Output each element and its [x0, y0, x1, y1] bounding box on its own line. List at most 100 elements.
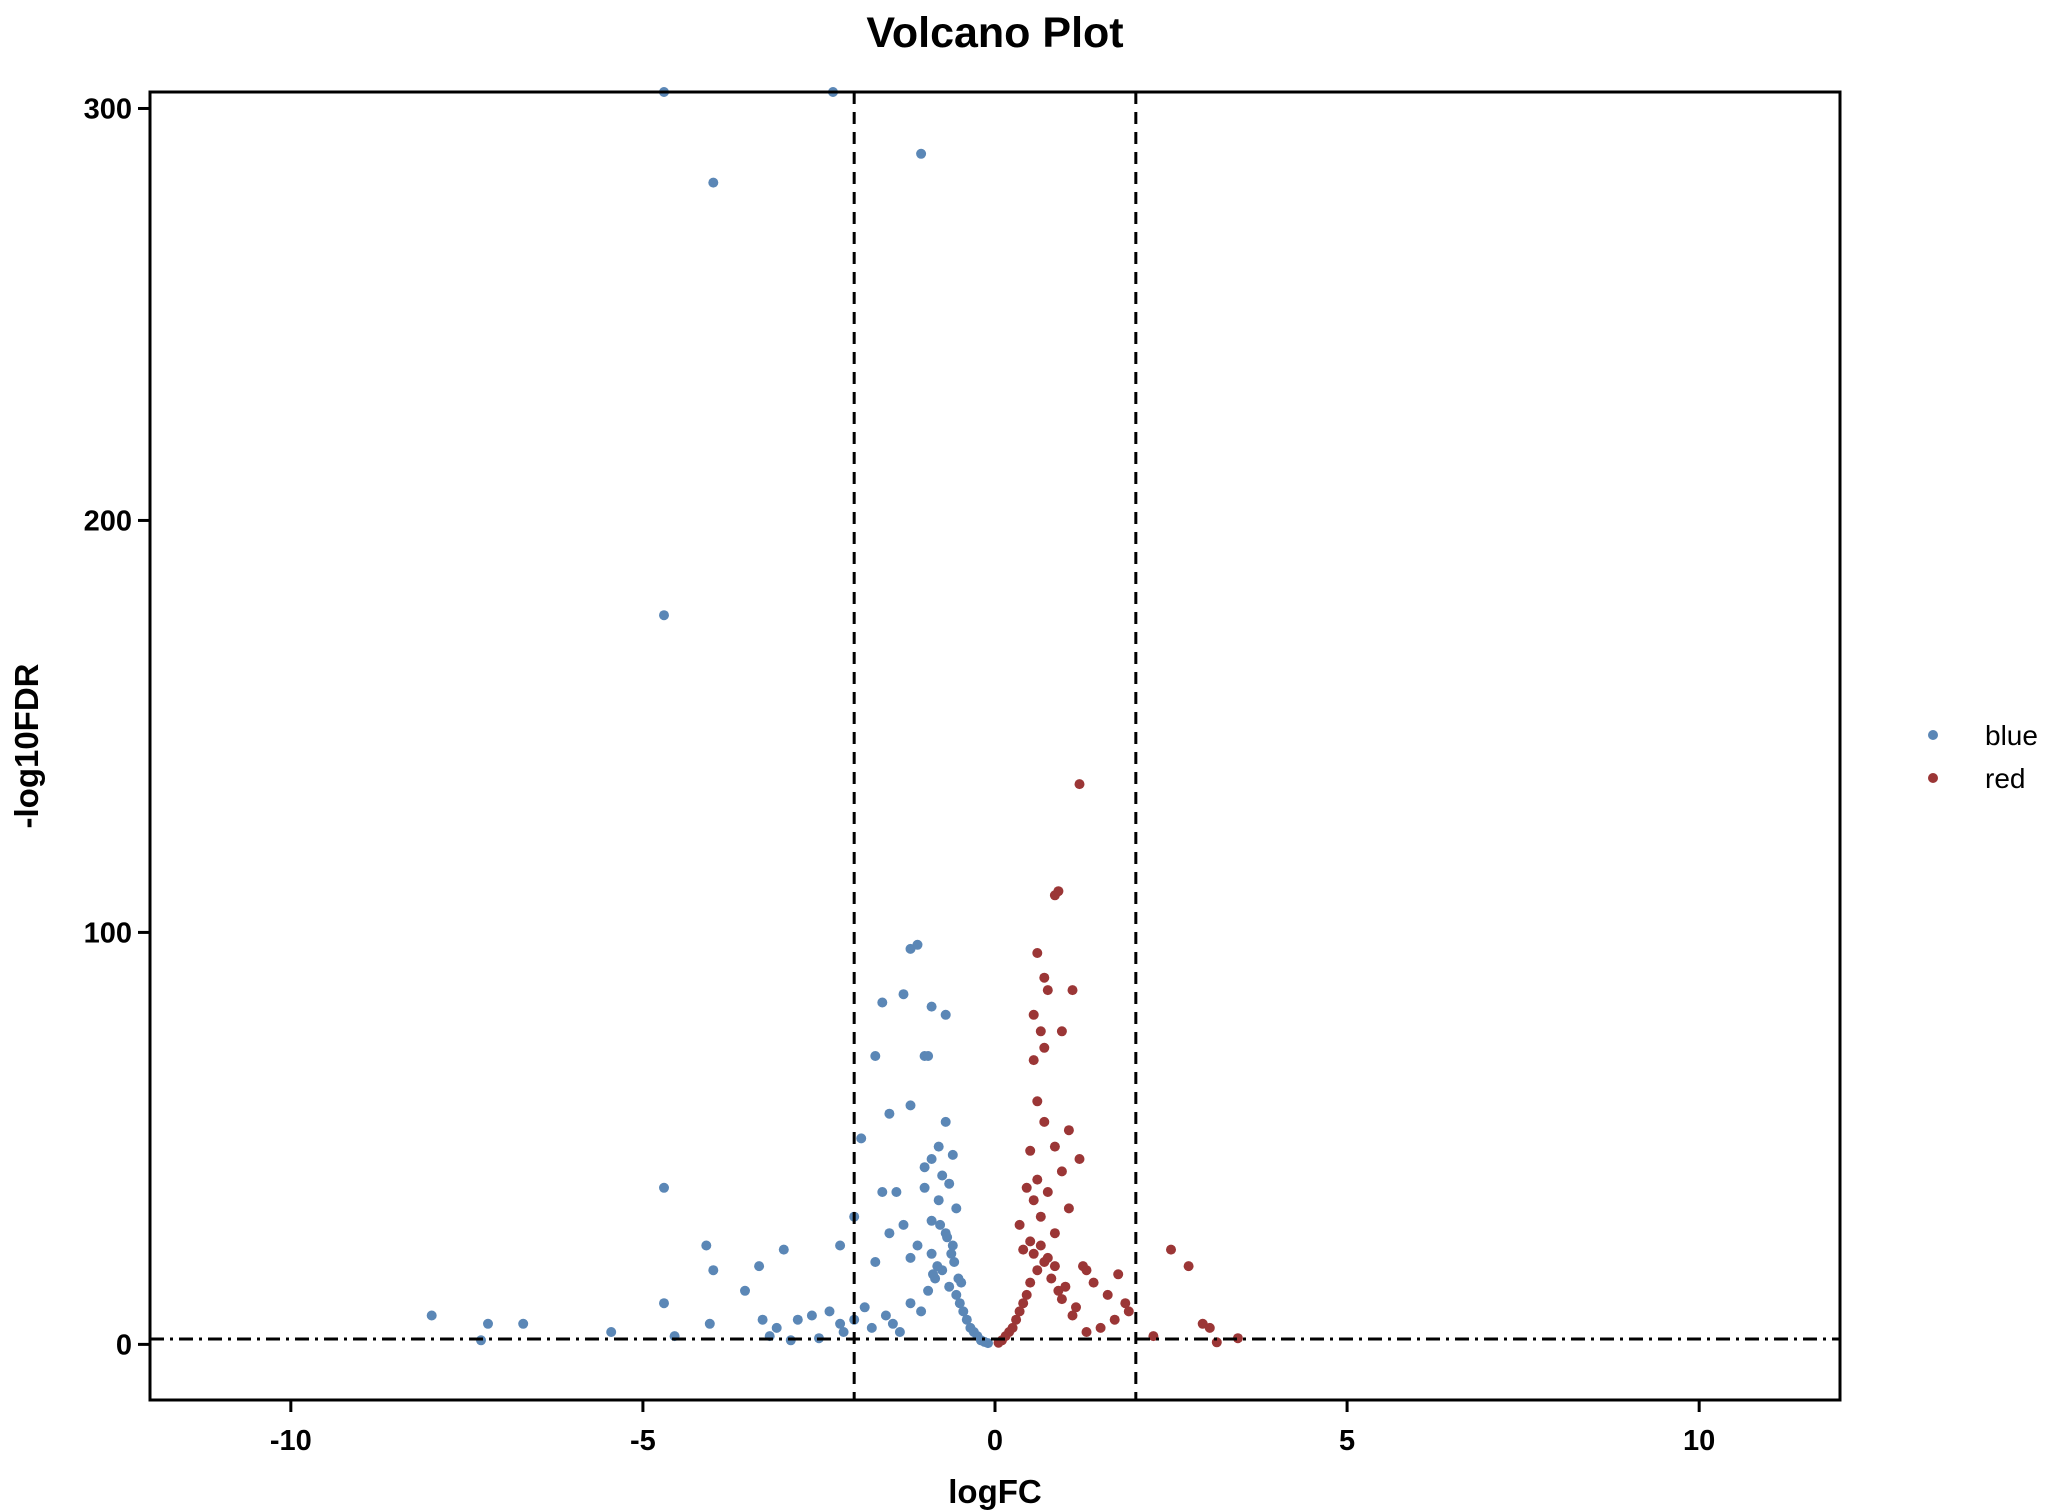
data-point-blue-8: [877, 997, 888, 1008]
data-point-red-52: [1025, 1277, 1036, 1288]
data-point-red-0: [1074, 779, 1085, 790]
x-tick-label--10: -10: [270, 1425, 312, 1457]
data-point-blue-74: [958, 1306, 969, 1317]
data-point-red-51: [1032, 1265, 1043, 1276]
data-point-red-67: [1071, 1302, 1081, 1313]
y-axis: 0 100 200 300: [84, 93, 150, 1361]
legend-key-red: [1928, 773, 1938, 783]
points-layer: [426, 87, 1243, 1349]
data-point-blue-47: [483, 1318, 493, 1329]
data-point-blue-86: [949, 1257, 960, 1267]
data-point-red-30: [1081, 1265, 1092, 1276]
y-tick-label-0: 0: [116, 1329, 132, 1361]
data-point-red-41: [1232, 1333, 1243, 1344]
data-point-blue-41: [701, 1240, 712, 1251]
data-point-blue-75: [961, 1314, 972, 1325]
plot-frame: [148, 90, 1842, 1402]
data-point-blue-64: [887, 1318, 898, 1329]
data-point-red-28: [1018, 1244, 1029, 1255]
data-point-red-9: [1056, 1026, 1067, 1037]
data-point-blue-22: [937, 1170, 948, 1181]
data-point-blue-49: [606, 1327, 617, 1337]
data-point-blue-62: [866, 1322, 877, 1333]
data-point-blue-53: [757, 1314, 768, 1325]
data-point-blue-30: [926, 1215, 937, 1226]
data-point-blue-54: [771, 1322, 782, 1333]
data-point-blue-9: [926, 1001, 937, 1012]
data-point-blue-72: [951, 1289, 962, 1300]
x-axis-label: logFC: [948, 1473, 1041, 1510]
data-point-blue-14: [905, 1100, 916, 1111]
data-point-red-42: [1123, 1306, 1134, 1317]
data-point-red-17: [1074, 1154, 1085, 1164]
legend: blue red: [1928, 720, 2038, 794]
data-point-blue-46: [426, 1310, 437, 1321]
data-point-blue-71: [944, 1281, 955, 1292]
data-point-blue-2: [708, 177, 719, 188]
data-point-red-13: [1039, 1116, 1050, 1127]
data-point-blue-26: [877, 1187, 888, 1197]
data-point-blue-23: [944, 1178, 955, 1189]
data-point-blue-58: [835, 1318, 846, 1329]
data-point-red-56: [1011, 1314, 1022, 1325]
data-point-blue-35: [912, 1240, 923, 1251]
data-point-blue-31: [898, 1219, 909, 1230]
data-point-red-39: [1148, 1331, 1159, 1342]
data-point-red-15: [1049, 1141, 1060, 1152]
data-point-red-31: [1113, 1269, 1124, 1280]
data-point-red-43: [1109, 1314, 1120, 1325]
data-point-red-25: [1014, 1219, 1025, 1230]
data-point-blue-19: [947, 1149, 958, 1160]
data-point-red-26: [1049, 1228, 1060, 1239]
threshold-layer: [150, 92, 1840, 1400]
data-point-red-21: [1042, 1187, 1053, 1197]
data-point-blue-11: [870, 1051, 881, 1061]
data-point-blue-4: [659, 610, 669, 621]
data-point-blue-81: [983, 1338, 993, 1349]
data-point-blue-68: [923, 1285, 934, 1296]
data-point-blue-63: [880, 1310, 891, 1321]
data-point-red-12: [1032, 1096, 1043, 1107]
data-point-red-66: [1060, 1281, 1071, 1292]
data-point-red-19: [1032, 1174, 1043, 1185]
data-point-red-8: [1035, 1026, 1046, 1037]
data-point-blue-48: [518, 1318, 529, 1329]
data-point-red-53: [1021, 1289, 1032, 1300]
data-point-red-3: [1032, 948, 1043, 958]
data-point-blue-67: [916, 1306, 927, 1317]
data-point-blue-52: [704, 1318, 715, 1329]
data-point-red-49: [1046, 1273, 1057, 1284]
data-point-blue-65: [894, 1327, 905, 1337]
data-point-red-64: [1042, 1252, 1053, 1263]
data-point-blue-15: [884, 1108, 895, 1119]
data-point-red-7: [1028, 1009, 1039, 1020]
data-point-blue-16: [940, 1116, 951, 1127]
x-tick-label-5: 5: [1339, 1425, 1355, 1457]
data-point-blue-57: [824, 1306, 835, 1317]
x-axis: -10 -5 0 5 10: [270, 1400, 1715, 1457]
data-point-blue-10: [940, 1009, 951, 1020]
legend-key-blue: [1928, 730, 1938, 740]
data-point-red-18: [1056, 1166, 1067, 1177]
data-point-blue-18: [933, 1141, 944, 1152]
data-point-blue-28: [951, 1203, 962, 1214]
data-point-blue-66: [905, 1298, 916, 1309]
data-point-blue-56: [806, 1310, 817, 1321]
data-point-blue-20: [926, 1154, 937, 1164]
data-point-blue-40: [659, 1182, 669, 1193]
data-point-blue-38: [905, 1252, 916, 1263]
data-point-blue-7: [898, 989, 909, 1000]
y-axis-label: -log10FDR: [8, 663, 45, 828]
data-point-red-47: [1056, 1294, 1067, 1305]
data-point-blue-17: [856, 1133, 867, 1144]
data-point-red-54: [1018, 1298, 1029, 1309]
data-point-blue-43: [708, 1265, 719, 1276]
data-point-red-16: [1025, 1145, 1036, 1156]
x-tick-label-10: 10: [1683, 1425, 1715, 1457]
y-tick-label-100: 100: [84, 917, 132, 949]
data-point-red-5: [1042, 985, 1053, 996]
data-point-blue-42: [778, 1244, 789, 1255]
y-tick-label-200: 200: [84, 505, 132, 537]
x-tick-label--5: -5: [630, 1425, 656, 1457]
